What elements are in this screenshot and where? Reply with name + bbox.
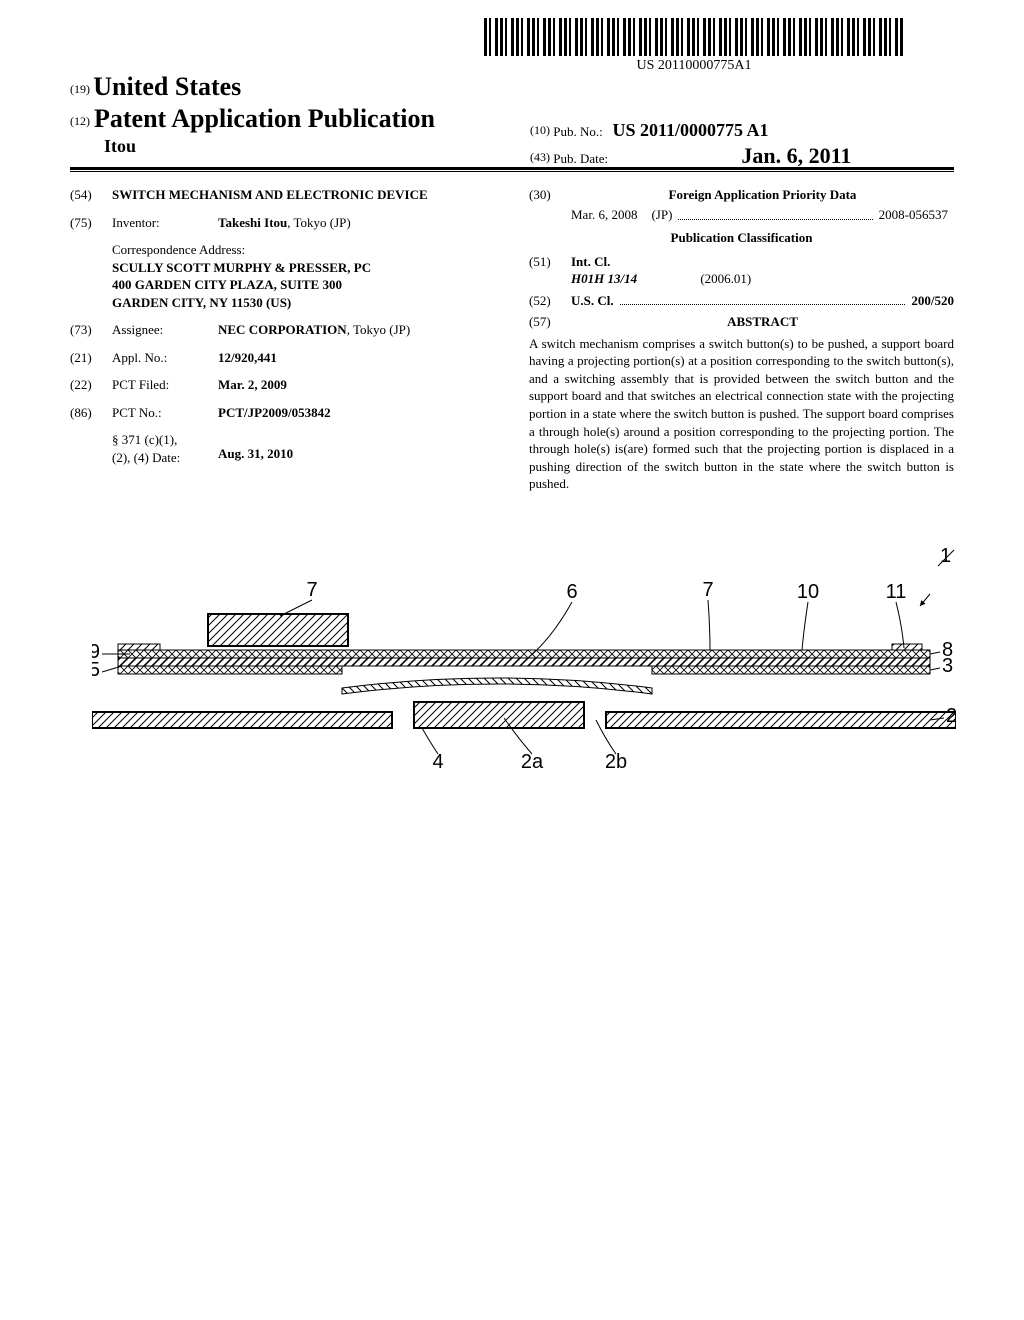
code-30: (30) (529, 186, 571, 204)
code-54: (54) (70, 186, 112, 204)
code-57: (57) (529, 313, 571, 331)
code-12: (12) (70, 114, 90, 128)
s371-labels: § 371 (c)(1), (2), (4) Date: (112, 431, 218, 466)
svg-text:4: 4 (432, 751, 443, 773)
corr-line-1: SCULLY SCOTT MURPHY & PRESSER, PC (112, 259, 495, 277)
field-21: (21) Appl. No.: 12/920,441 (70, 349, 495, 367)
applno-value: 12/920,441 (218, 349, 495, 367)
label-pctfiled: PCT Filed: (112, 376, 218, 394)
uscl-value: 200/520 (911, 292, 954, 310)
field-57: (57) ABSTRACT (529, 313, 954, 331)
code-10: (10) (530, 123, 550, 137)
pubno-row: (10) Pub. No.: US 2011/0000775 A1 (530, 120, 851, 141)
field-54: (54) SWITCH MECHANISM AND ELECTRONIC DEV… (70, 186, 495, 204)
field-371: § 371 (c)(1), (2), (4) Date: Aug. 31, 20… (112, 431, 495, 466)
code-43: (43) (530, 150, 550, 164)
field-52: (52) U.S. Cl. 200/520 (529, 292, 954, 310)
pubdate-value: Jan. 6, 2011 (741, 143, 851, 169)
priority-row: Mar. 6, 2008 (JP) 2008-056537 (571, 206, 948, 224)
priority-date: Mar. 6, 2008 (571, 206, 637, 224)
code-73: (73) (70, 321, 112, 339)
svg-text:7: 7 (306, 579, 317, 601)
uscl-label: U.S. Cl. (571, 292, 614, 310)
intcl-version: (2006.01) (700, 271, 751, 286)
code-21: (21) (70, 349, 112, 367)
code-19: (19) (70, 82, 90, 96)
s371-l2: (2), (4) Date: (112, 449, 218, 467)
dot-leader (678, 206, 872, 221)
figure-svg: 176710119583242a2b (92, 542, 956, 778)
corr-line-2: 400 GARDEN CITY PLAZA, SUITE 300 (112, 276, 495, 294)
corr-line-3: GARDEN CITY, NY 11530 (US) (112, 294, 495, 312)
label-applno: Appl. No.: (112, 349, 218, 367)
svg-text:10: 10 (797, 581, 819, 603)
svg-text:2: 2 (946, 705, 956, 727)
right-column: (30) Foreign Application Priority Data M… (529, 186, 954, 493)
pubno-label: Pub. No.: (553, 124, 602, 139)
code-51: (51) (529, 253, 571, 288)
inventor-loc: , Tokyo (JP) (287, 215, 351, 230)
intcl-label: Int. Cl. (571, 253, 954, 271)
label-pctno: PCT No.: (112, 404, 218, 422)
svg-text:2a: 2a (521, 751, 544, 773)
code-75: (75) (70, 214, 112, 232)
barcode-block: US 20110000775A1 (484, 18, 904, 74)
pubno-value: US 2011/0000775 A1 (612, 120, 768, 140)
svg-text:7: 7 (702, 579, 713, 601)
assignee-loc: , Tokyo (JP) (347, 322, 411, 337)
field-30: (30) Foreign Application Priority Data (529, 186, 954, 204)
assignee-name: NEC CORPORATION (218, 322, 347, 337)
s371-l1: § 371 (c)(1), (112, 431, 218, 449)
country-name: United States (93, 72, 241, 101)
barcode-number: US 20110000775A1 (484, 58, 904, 74)
left-column: (54) SWITCH MECHANISM AND ELECTRONIC DEV… (70, 186, 495, 493)
code-52: (52) (529, 292, 571, 310)
svg-text:3: 3 (942, 655, 953, 677)
dot-leader-2 (620, 304, 906, 305)
figure: 176710119583242a2b (92, 542, 956, 778)
inventor-value: Takeshi Itou, Tokyo (JP) (218, 214, 495, 232)
priority-cc: (JP) (651, 206, 672, 224)
assignee-value: NEC CORPORATION, Tokyo (JP) (218, 321, 495, 339)
svg-text:6: 6 (566, 581, 577, 603)
correspondence-block: Correspondence Address: SCULLY SCOTT MUR… (112, 241, 495, 311)
inventor-name: Takeshi Itou (218, 215, 287, 230)
pub-title: Patent Application Publication (94, 104, 435, 133)
field-51: (51) Int. Cl. H01H 13/14 (2006.01) (529, 253, 954, 288)
field-75: (75) Inventor: Takeshi Itou, Tokyo (JP) (70, 214, 495, 232)
code-86: (86) (70, 404, 112, 422)
pctfiled-value: Mar. 2, 2009 (218, 376, 495, 394)
svg-text:11: 11 (886, 581, 907, 603)
priority-num: 2008-056537 (879, 206, 948, 224)
pctno-value: PCT/JP2009/053842 (218, 404, 495, 422)
field-73: (73) Assignee: NEC CORPORATION, Tokyo (J… (70, 321, 495, 339)
svg-text:5: 5 (92, 659, 100, 681)
corr-label: Correspondence Address: (112, 241, 495, 259)
s371-value: Aug. 31, 2010 (218, 431, 495, 466)
intcl-symbol: H01H 13/14 (571, 271, 637, 286)
code-22: (22) (70, 376, 112, 394)
abstract-body: A switch mechanism comprises a switch bu… (529, 335, 954, 493)
invention-title: SWITCH MECHANISM AND ELECTRONIC DEVICE (112, 186, 428, 204)
label-assignee: Assignee: (112, 321, 218, 339)
pubdate-row: (43) Pub. Date: Jan. 6, 2011 (530, 143, 851, 169)
foreign-priority-title: Foreign Application Priority Data (571, 186, 954, 204)
rule-thin (70, 171, 954, 172)
barcode (484, 18, 904, 56)
country-line: (19) United States (70, 72, 954, 102)
abstract-label: ABSTRACT (571, 313, 954, 331)
svg-text:2b: 2b (605, 751, 627, 773)
svg-text:1: 1 (940, 545, 951, 567)
intcl-row: H01H 13/14 (2006.01) (571, 270, 954, 288)
field-86: (86) PCT No.: PCT/JP2009/053842 (70, 404, 495, 422)
pubdate-label: Pub. Date: (553, 151, 608, 166)
biblio-columns: (54) SWITCH MECHANISM AND ELECTRONIC DEV… (70, 186, 954, 493)
field-22: (22) PCT Filed: Mar. 2, 2009 (70, 376, 495, 394)
pubclass-title: Publication Classification (529, 229, 954, 247)
header-right: (10) Pub. No.: US 2011/0000775 A1 (43) P… (530, 120, 851, 171)
label-inventor: Inventor: (112, 214, 218, 232)
